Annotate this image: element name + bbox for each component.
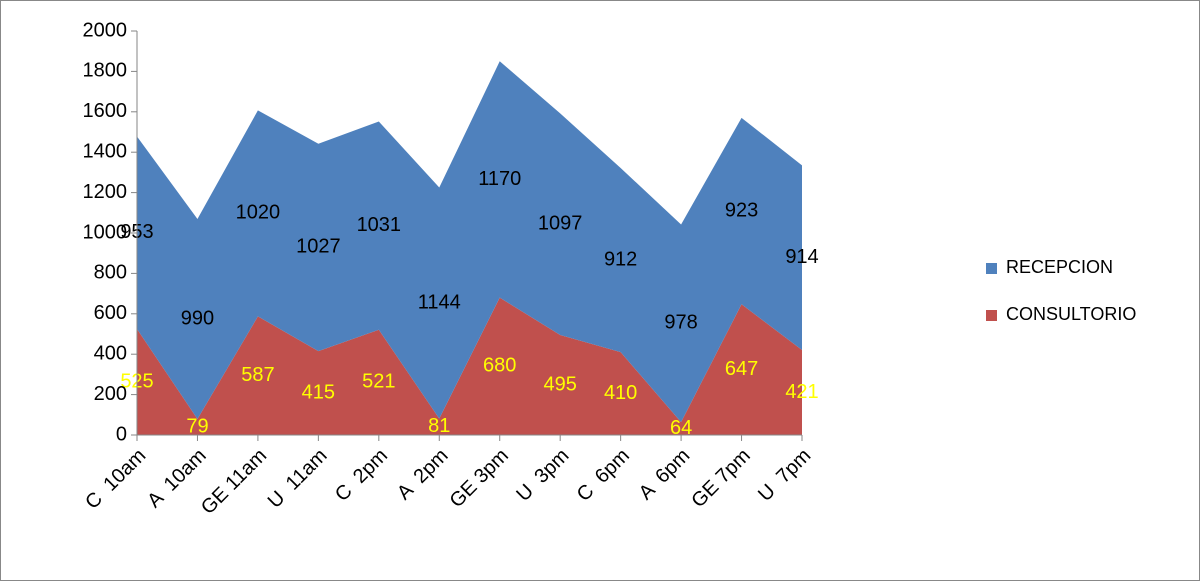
data-label: 680 xyxy=(483,355,516,377)
data-label: 647 xyxy=(725,358,758,380)
data-label: 978 xyxy=(664,312,697,334)
data-label: 912 xyxy=(604,248,637,270)
data-label: 410 xyxy=(604,382,637,404)
data-label: 1020 xyxy=(236,202,281,224)
y-tick-label: 2000 xyxy=(83,19,128,41)
data-label: 1027 xyxy=(296,236,341,258)
data-label: 914 xyxy=(785,246,818,268)
y-tick-label: 1200 xyxy=(83,181,128,203)
data-label: 990 xyxy=(181,307,214,329)
legend-label: CONSULTORIO xyxy=(1006,304,1136,324)
data-label: 415 xyxy=(302,381,335,403)
legend-label: RECEPCION xyxy=(1006,257,1113,277)
data-label: 587 xyxy=(241,364,274,386)
data-label: 64 xyxy=(670,417,692,439)
data-label: 1170 xyxy=(478,168,521,190)
y-tick-label: 600 xyxy=(94,302,127,324)
data-label: 1144 xyxy=(418,291,461,313)
data-label: 521 xyxy=(362,371,395,393)
y-tick-label: 200 xyxy=(94,383,127,405)
y-tick-label: 1400 xyxy=(83,140,128,162)
data-label: 495 xyxy=(543,373,576,395)
legend-swatch xyxy=(986,263,997,274)
area xyxy=(137,297,802,435)
legend-swatch xyxy=(986,310,997,321)
y-tick-label: 800 xyxy=(94,262,127,284)
y-tick-label: 1000 xyxy=(83,221,128,243)
data-label: 79 xyxy=(186,415,208,437)
y-tick-label: 400 xyxy=(94,342,127,364)
data-label: 1031 xyxy=(357,214,402,236)
data-label: 923 xyxy=(725,199,758,221)
data-label: 1097 xyxy=(538,212,583,234)
y-tick-label: 1800 xyxy=(83,60,128,82)
data-label: 421 xyxy=(785,381,818,403)
data-label: 81 xyxy=(428,415,450,437)
area xyxy=(137,61,802,423)
y-tick-label: 0 xyxy=(116,423,127,445)
y-tick-label: 1600 xyxy=(83,100,128,122)
